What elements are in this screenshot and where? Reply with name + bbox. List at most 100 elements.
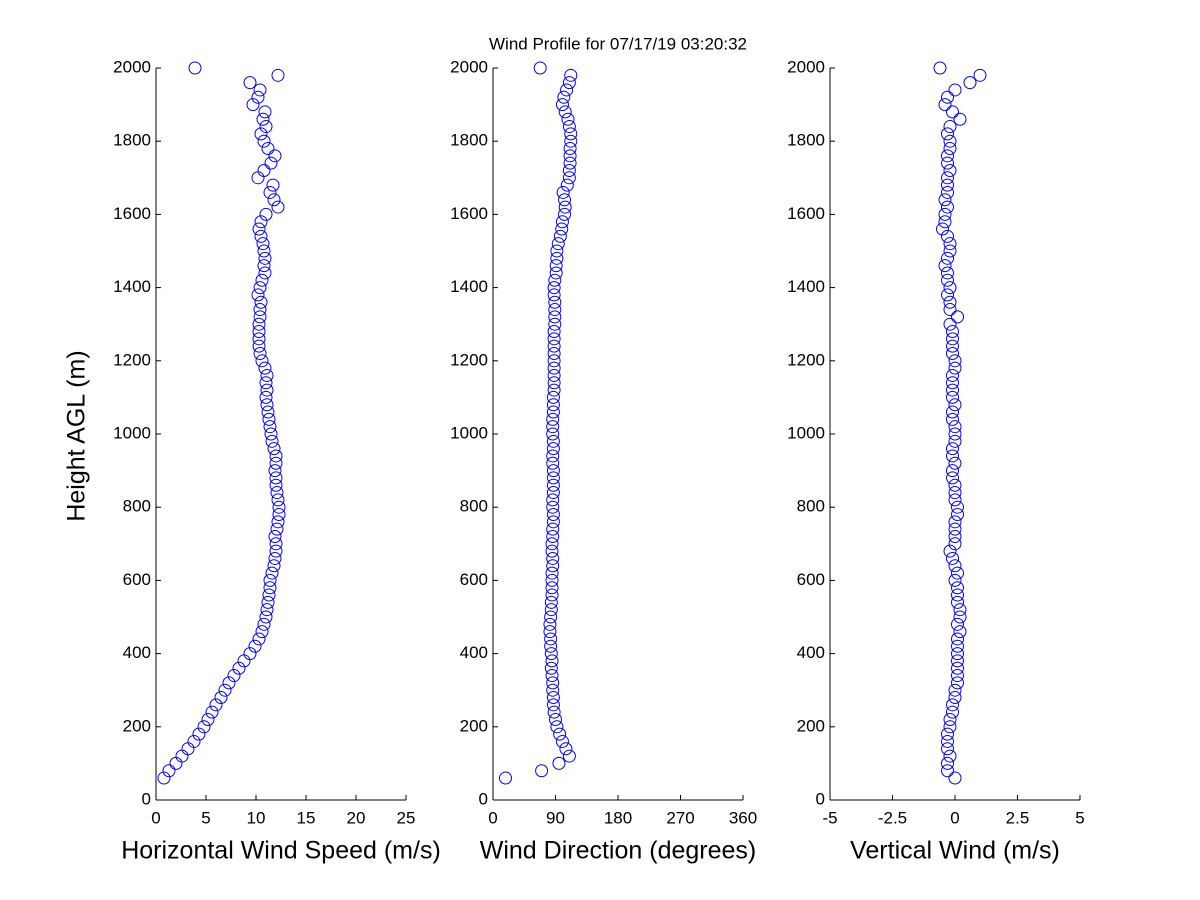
y-tick-label: 800 bbox=[123, 497, 151, 516]
point bbox=[188, 61, 202, 75]
point bbox=[564, 127, 578, 141]
point bbox=[948, 529, 962, 543]
point bbox=[260, 368, 274, 382]
point bbox=[562, 163, 576, 177]
point bbox=[546, 500, 560, 514]
point bbox=[544, 639, 558, 653]
point bbox=[558, 200, 572, 214]
point bbox=[175, 749, 189, 763]
point bbox=[255, 625, 269, 639]
point bbox=[549, 266, 563, 280]
point bbox=[271, 200, 285, 214]
point bbox=[555, 98, 569, 112]
point bbox=[941, 734, 954, 748]
point bbox=[558, 105, 572, 119]
point bbox=[943, 712, 957, 726]
y-tick-label: 600 bbox=[460, 570, 488, 589]
point bbox=[938, 98, 952, 112]
y-tick-label: 1800 bbox=[113, 131, 151, 150]
point bbox=[214, 691, 228, 705]
point bbox=[268, 149, 282, 163]
x-tick-label: 25 bbox=[397, 808, 416, 827]
point bbox=[546, 390, 560, 404]
point bbox=[192, 727, 206, 741]
y-tick-label: 1800 bbox=[787, 131, 825, 150]
point bbox=[948, 478, 962, 492]
point bbox=[948, 771, 962, 785]
point bbox=[197, 720, 211, 734]
x-tick-label: 10 bbox=[247, 808, 266, 827]
point bbox=[254, 127, 268, 141]
x-axis-label: Wind Direction (degrees) bbox=[480, 837, 757, 865]
point bbox=[547, 325, 561, 339]
point bbox=[268, 464, 282, 478]
point bbox=[951, 581, 964, 595]
point bbox=[258, 251, 272, 265]
point bbox=[544, 595, 558, 609]
point bbox=[181, 742, 195, 756]
point bbox=[263, 573, 277, 587]
point bbox=[272, 500, 286, 514]
x-tick-label: 5 bbox=[201, 808, 210, 827]
point bbox=[943, 120, 957, 134]
point bbox=[552, 756, 566, 770]
point bbox=[564, 68, 578, 82]
point bbox=[227, 669, 241, 683]
point bbox=[258, 266, 272, 280]
point bbox=[948, 493, 962, 507]
point bbox=[260, 398, 274, 412]
point bbox=[555, 215, 569, 229]
y-tick-label: 1600 bbox=[450, 204, 488, 223]
point bbox=[545, 544, 559, 558]
point bbox=[546, 420, 560, 434]
point bbox=[265, 566, 279, 580]
x-tick-label: 2.5 bbox=[1006, 808, 1030, 827]
point bbox=[553, 229, 567, 243]
point bbox=[169, 756, 183, 770]
x-tick-label: 0 bbox=[151, 808, 160, 827]
point bbox=[252, 317, 266, 331]
point bbox=[254, 215, 268, 229]
y-tick-label: 1600 bbox=[113, 204, 151, 223]
point bbox=[948, 420, 962, 434]
point bbox=[943, 749, 957, 763]
point bbox=[545, 581, 559, 595]
point bbox=[941, 178, 954, 192]
point bbox=[270, 486, 284, 500]
point bbox=[948, 573, 962, 587]
point bbox=[558, 207, 572, 221]
point bbox=[948, 434, 962, 448]
point bbox=[267, 442, 281, 456]
point bbox=[560, 83, 574, 97]
point bbox=[946, 471, 959, 485]
point bbox=[941, 149, 954, 163]
point bbox=[546, 412, 560, 426]
point bbox=[157, 771, 171, 785]
point bbox=[973, 68, 987, 82]
point bbox=[254, 295, 268, 309]
point bbox=[545, 537, 559, 551]
point bbox=[548, 295, 562, 309]
point bbox=[271, 493, 285, 507]
point bbox=[948, 683, 962, 697]
point bbox=[544, 610, 558, 624]
point bbox=[557, 90, 571, 104]
x-tick-label: 180 bbox=[604, 808, 632, 827]
point bbox=[943, 303, 957, 317]
point bbox=[546, 442, 560, 456]
point bbox=[259, 120, 273, 134]
point bbox=[253, 83, 267, 97]
point bbox=[546, 405, 560, 419]
point bbox=[257, 163, 271, 177]
point bbox=[946, 442, 959, 456]
point bbox=[259, 610, 273, 624]
point bbox=[267, 193, 281, 207]
y-tick-label: 200 bbox=[123, 716, 151, 735]
y-tick-label: 600 bbox=[123, 570, 151, 589]
y-tick-label: 1400 bbox=[113, 277, 151, 296]
point bbox=[941, 185, 954, 199]
point bbox=[257, 259, 271, 273]
point bbox=[546, 464, 560, 478]
point bbox=[941, 266, 954, 280]
point bbox=[563, 149, 577, 163]
